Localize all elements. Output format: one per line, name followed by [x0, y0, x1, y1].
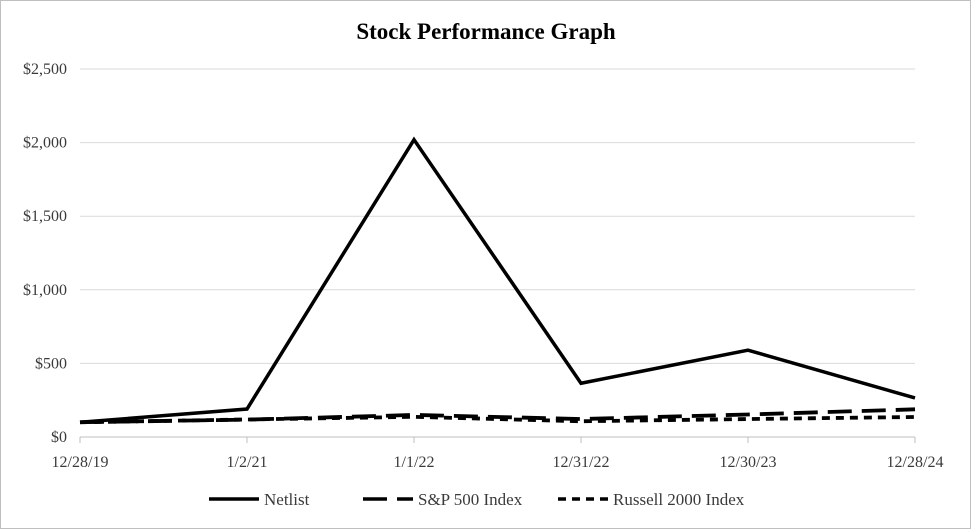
x-tick-label: 12/28/19 [52, 454, 109, 471]
y-tick-label: $2,500 [23, 61, 67, 78]
legend: Netlist S&P 500 Index Russell 2000 Index [209, 490, 745, 509]
y-tick-label: $1,000 [23, 282, 67, 299]
y-tick-label: $500 [35, 355, 67, 372]
x-axis-ticks: 12/28/19 1/2/21 1/1/22 12/31/22 12/30/23 12/2… [52, 437, 944, 471]
legend-label: S&P 500 Index [418, 490, 523, 509]
x-tick-label: 12/28/24 [887, 454, 944, 471]
x-tick-label: 12/30/23 [720, 454, 777, 471]
y-tick-label: $0 [51, 429, 67, 446]
series-lines [79, 136, 916, 425]
x-tick-label: 1/2/21 [227, 454, 268, 471]
x-tick-label: 12/31/22 [553, 454, 610, 471]
legend-label: Netlist [264, 490, 310, 509]
legend-label: Russell 2000 Index [613, 490, 745, 509]
y-tick-label: $1,500 [23, 208, 67, 225]
series-line-netlist [79, 136, 916, 425]
series-line-s-p-500-index [79, 407, 916, 425]
y-axis-ticks: $0 $500 $1,000 $1,500 $2,000 $2,500 [23, 61, 67, 446]
y-tick-label: $2,000 [23, 135, 67, 152]
chart-title: Stock Performance Graph [356, 19, 616, 44]
x-tick-label: 1/1/22 [394, 454, 435, 471]
gridlines [80, 68, 915, 364]
